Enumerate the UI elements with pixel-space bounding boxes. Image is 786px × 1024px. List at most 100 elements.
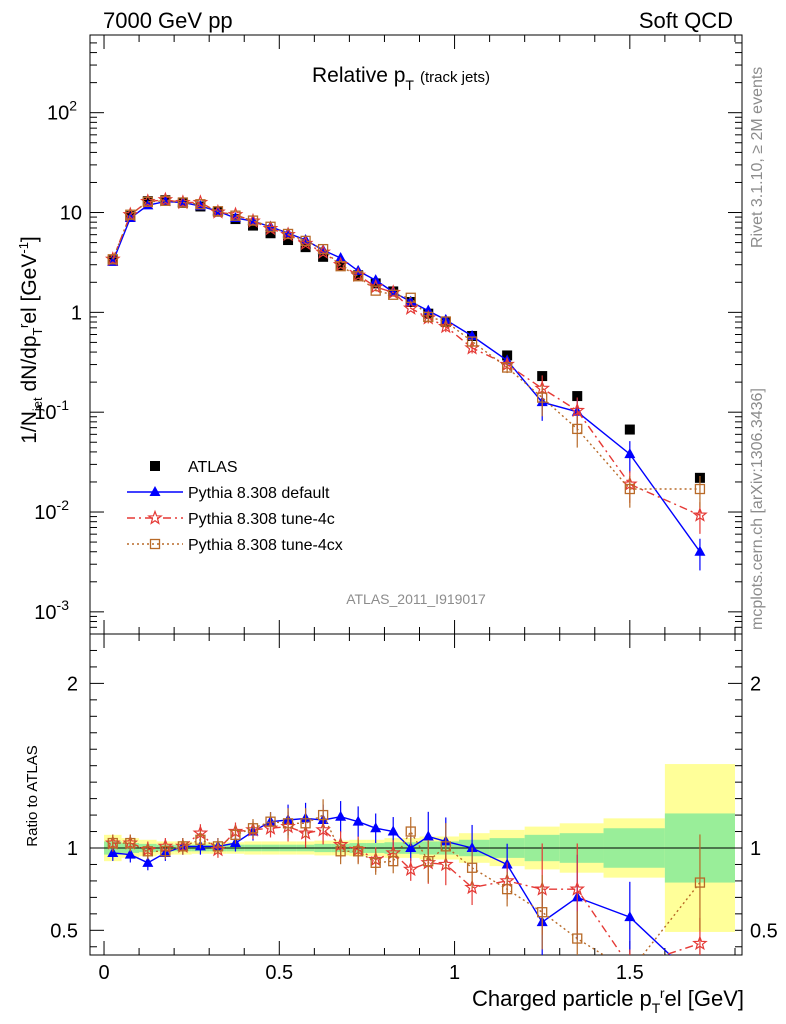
y-tick-label: 10-2	[34, 497, 69, 524]
ratio-point-2	[300, 818, 311, 829]
legend-marker	[149, 538, 161, 550]
series-point-3	[300, 235, 311, 247]
ratio-point-0	[624, 911, 636, 922]
x-tick-label: 0.5	[265, 962, 293, 984]
ratio-point-2	[142, 846, 153, 857]
x-axis-label: Charged particle pTrel [GeV]	[472, 985, 744, 1016]
series-point-3	[335, 261, 346, 272]
ratio-point-1	[569, 880, 586, 896]
mcplots-label: mcplots.cern.ch [arXiv:1306.3436]	[749, 388, 766, 630]
ratio-point-2	[212, 841, 224, 852]
ratio-panel: 0 0.5 1 1.5 0.5 0.5 1 1 2 2	[50, 35, 778, 984]
series-point-2	[402, 299, 419, 315]
ratio-tick-label: 0.5	[50, 920, 78, 942]
ratio-point-2	[160, 846, 171, 857]
series-point-0	[318, 251, 329, 262]
legend-label: ATLAS	[188, 459, 238, 476]
ratio-point-2	[247, 823, 259, 834]
legend: ATLAS Pythia 8.308 default Pythia 8.308 tu…	[127, 459, 343, 554]
ratio-point-2	[405, 826, 416, 837]
ratio-point-2	[282, 818, 294, 829]
legend-marker	[150, 461, 160, 471]
ratio-point-2	[423, 856, 434, 867]
ratio-frame	[89, 633, 743, 956]
series-point-3	[405, 292, 416, 303]
y-tick-label: 10	[60, 203, 82, 225]
series-point-3	[624, 483, 635, 495]
series-point-2	[367, 278, 384, 294]
ratio-point-0	[387, 825, 399, 836]
ratio-point-1	[315, 821, 331, 837]
ratio-point-0	[142, 856, 154, 867]
series-point-2	[569, 402, 586, 418]
series-point-3	[572, 423, 583, 435]
series-point-3	[423, 311, 434, 323]
series-point-3	[177, 197, 189, 208]
ratio-point-1	[464, 879, 480, 895]
series-line-3	[112, 200, 700, 490]
series-point-3	[466, 336, 478, 347]
series-point-0	[300, 242, 311, 253]
ratio-point-2	[694, 877, 706, 888]
series-point-3	[247, 215, 259, 226]
ratio-point-2	[125, 837, 136, 849]
series-point-1	[624, 448, 636, 459]
series-point-0	[572, 391, 583, 402]
series-point-3	[537, 392, 548, 403]
y-tick-label: 10-1	[34, 397, 69, 424]
series-point-3	[265, 221, 276, 232]
ratio-tick-label: 1	[67, 838, 78, 860]
series-point-3	[317, 243, 329, 255]
series-point-3	[501, 362, 513, 373]
y-tick-label: 1	[71, 302, 82, 324]
main-ylabel: 1/Njet dN/dpTrel [GeV-1]	[16, 236, 45, 444]
y-tick-label: 10-3	[34, 597, 69, 624]
energy-label: 7000 GeV pp	[103, 8, 233, 33]
ratio-point-1	[402, 861, 419, 877]
series-point-3	[142, 196, 153, 207]
x-tick-label: 0	[98, 962, 109, 984]
ratio-point-2	[466, 862, 478, 873]
legend-label: Pythia 8.308 default	[188, 485, 330, 502]
series-point-0	[265, 228, 276, 239]
ratio-point-2	[335, 846, 346, 857]
main-series-group	[104, 191, 708, 571]
ratio-point-0	[107, 846, 119, 857]
x-tick-label: 1	[449, 962, 460, 984]
series-point-2	[692, 506, 708, 522]
legend-marker	[149, 486, 161, 496]
ratio-tick-label: 2	[67, 673, 78, 695]
plot-title: Relative pT (track jets)	[312, 64, 490, 93]
ratio-point-0	[405, 842, 417, 852]
main-panel: 10-3 10-2 10-1 1 10 102	[34, 34, 743, 635]
series-point-3	[440, 316, 451, 327]
ratio-tick-label: 0.5	[750, 920, 778, 942]
series-point-3	[212, 206, 224, 217]
ratio-point-1	[692, 935, 708, 951]
ratio-point-2	[265, 816, 276, 827]
y-tick-label: 102	[47, 98, 77, 125]
ratio-point-0	[335, 810, 347, 821]
ratio-point-2	[107, 837, 118, 849]
ratio-point-2	[440, 841, 451, 852]
ratio-point-2	[230, 829, 241, 840]
series-point-3	[125, 209, 136, 220]
legend-label: Pythia 8.308 tune-4c	[188, 511, 335, 528]
series-point-3	[370, 285, 381, 296]
ratio-point-2	[501, 884, 513, 895]
process-label: Soft QCD	[639, 8, 733, 33]
series-point-3	[282, 228, 294, 240]
ratio-point-0	[370, 822, 382, 833]
legend-marker	[147, 509, 163, 525]
series-point-1	[317, 244, 329, 255]
series-point-3	[353, 271, 364, 282]
series-point-1	[694, 545, 706, 556]
series-point-3	[160, 195, 171, 206]
series-point-1	[265, 220, 277, 231]
ratio-series-group	[104, 799, 708, 955]
analysis-id: ATLAS_2011_I919017	[346, 591, 486, 607]
series-point-0	[283, 235, 294, 246]
legend-label: Pythia 8.308 tune-4cx	[188, 537, 343, 554]
series-point-3	[195, 199, 206, 210]
